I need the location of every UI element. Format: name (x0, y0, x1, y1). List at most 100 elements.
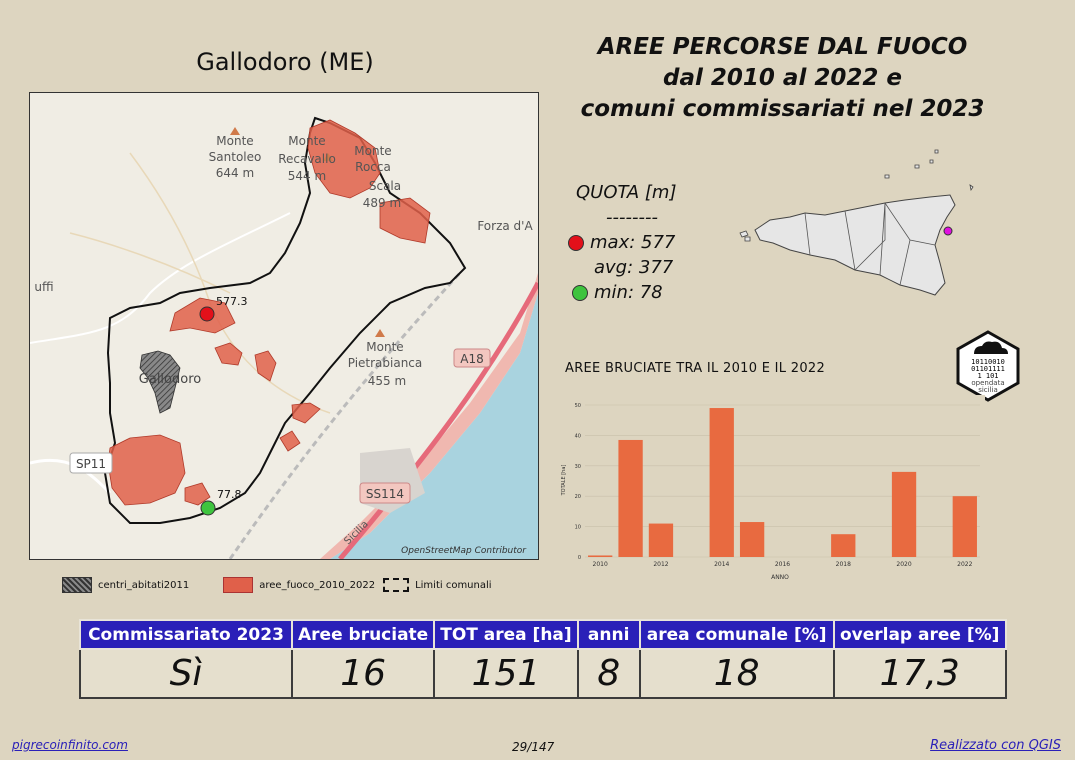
value-tot-area: 151 (433, 648, 579, 699)
bar-2010 (588, 555, 613, 557)
x-tick-label: 2018 (836, 561, 851, 568)
sp11-shield (69, 452, 113, 474)
chart-x-ticks: 2010 2012 2014 2016 2018 2020 2022 (593, 561, 973, 568)
x-tick-label: 2012 (653, 561, 668, 568)
bar-2011 (618, 439, 643, 557)
main-title: AREE PERCORSE DAL FUOCO dal 2010 al 2022… (560, 32, 1005, 125)
settlement (139, 350, 181, 414)
path (69, 232, 231, 294)
fire-area (107, 434, 186, 506)
settlement-swatch (62, 577, 92, 593)
bar-2015 (739, 522, 765, 557)
fire-area (279, 430, 301, 452)
peak-label: 455 m (368, 374, 406, 388)
max-point-label: 577.3 (216, 295, 248, 308)
sicily-locator-map (739, 149, 974, 296)
chart-title: AREE BRUCIATE TRA IL 2010 E IL 2022 (565, 361, 826, 376)
value-area-comunale: 18 (638, 648, 835, 699)
svg-text:10110010: 10110010 (971, 358, 1005, 366)
svg-text:01101111: 01101111 (971, 365, 1005, 373)
footer-qgis-link[interactable]: Realizzato con QGIS (930, 738, 1061, 753)
legend-fire-areas: aree_fuoco_2010_2022 (259, 579, 376, 591)
stats-table: Commissariato 2023 Aree bruciate TOT are… (79, 619, 1007, 699)
peak-label: 544 m (288, 169, 326, 183)
header-tot-area: TOT area [ha] (433, 619, 579, 650)
sea (330, 293, 538, 559)
map-legend: centri_abitati2011 aree_fuoco_2010_2022 … (62, 577, 492, 593)
peak-label: Santoleo (209, 150, 262, 164)
min-point-label: 77.8 (217, 488, 242, 501)
peak-icon (375, 329, 385, 337)
peak-label: 644 m (216, 166, 254, 180)
title-line: AREE PERCORSE DAL FUOCO (597, 34, 968, 60)
bar-2018 (831, 534, 856, 557)
peak-icon (230, 127, 240, 135)
chart-y-ticks: 0 10 20 30 40 50 (575, 403, 581, 561)
sp11-label: SP11 (76, 457, 106, 471)
header-area-comunale: area comunale [%] (638, 619, 835, 650)
header-commissariato: Commissariato 2023 (79, 619, 293, 650)
elevation-separator: -------- (606, 207, 658, 228)
elevation-panel: QUOTA [m] -------- max: 577 avg: 377 min… (560, 180, 710, 305)
y-tick-label: 0 (578, 555, 581, 561)
town-label: Gallodoro (139, 372, 201, 387)
header-anni: anni (576, 619, 641, 650)
place-label: uffi (34, 280, 53, 294)
value-aree: 16 (290, 648, 436, 699)
chart-bars (588, 408, 977, 557)
gallodoro-location-marker (943, 226, 953, 236)
svg-text:1 101: 1 101 (977, 372, 998, 380)
title-line: comuni commissariati nel 2023 (580, 96, 985, 122)
legend-settlements: centri_abitati2011 (98, 579, 190, 591)
a18-shield (453, 348, 491, 368)
burned-area-chart: 0 10 20 30 40 50 2010 2012 2014 2016 2018 2020 2022… (555, 395, 985, 585)
place-label: Forza d'A (477, 219, 533, 233)
min-dot-icon (572, 284, 588, 301)
peak-label: Monte (288, 134, 325, 148)
municipality-map[interactable]: Monte Santoleo 644 m Monte Recavallo 544… (29, 92, 539, 560)
road (30, 212, 291, 344)
max-dot-icon (568, 234, 584, 251)
peak-label: Scala (369, 179, 401, 193)
chart-x-axis-label: ANNO (771, 574, 789, 581)
map-title: Gallodoro (ME) (196, 48, 374, 76)
y-tick-label: 20 (575, 494, 581, 500)
min-elevation-point[interactable] (200, 500, 216, 516)
value-overlap: 17,3 (832, 648, 1007, 699)
railway (228, 271, 462, 559)
x-tick-label: 2020 (896, 561, 911, 568)
bar-2022 (952, 496, 977, 557)
peak-label: Monte (216, 134, 253, 148)
x-tick-label: 2022 (957, 561, 972, 568)
y-tick-label: 40 (575, 433, 581, 439)
ss114-shield (359, 482, 411, 504)
stats-value-row: Sì 16 151 8 18 17,3 (79, 648, 1007, 699)
peak-icon (323, 153, 333, 161)
osm-credit: OpenStreetMap Contributor (401, 546, 526, 556)
province-borders (804, 202, 936, 286)
title-line: dal 2010 al 2022 e (663, 65, 902, 91)
footer-website-link[interactable]: pigrecoinfinito.com (12, 738, 128, 752)
elevation-max: max: 577 (590, 232, 676, 253)
elevation-avg: avg: 377 (594, 257, 674, 278)
boundary-swatch (383, 578, 410, 592)
svg-text:sicilia: sicilia (978, 386, 998, 394)
peak-label: Pietrabianca (348, 356, 423, 370)
fire-area (214, 342, 243, 366)
opendata-logo: 10110010 01101111 1 101 opendata sicilia (952, 330, 1024, 402)
islands (739, 149, 974, 242)
value-commissariato: Sì (79, 648, 293, 699)
logo-hexagon: 10110010 01101111 1 101 opendata sicilia (956, 330, 1020, 402)
x-tick-label: 2014 (714, 561, 729, 568)
max-elevation-point[interactable] (199, 306, 215, 322)
bar-2012 (648, 523, 674, 557)
map-canvas: Monte Santoleo 644 m Monte Recavallo 544… (30, 116, 538, 559)
fire-area (184, 482, 211, 506)
y-tick-label: 30 (575, 464, 581, 470)
chart-y-axis-label: TOTALE [ha] (561, 465, 567, 497)
fire-area (379, 197, 431, 244)
y-tick-label: 50 (575, 403, 581, 409)
ss114-label: SS114 (366, 487, 404, 501)
elevation-title: QUOTA [m] (576, 182, 677, 203)
legend-boundaries: Limiti comunali (415, 579, 492, 591)
